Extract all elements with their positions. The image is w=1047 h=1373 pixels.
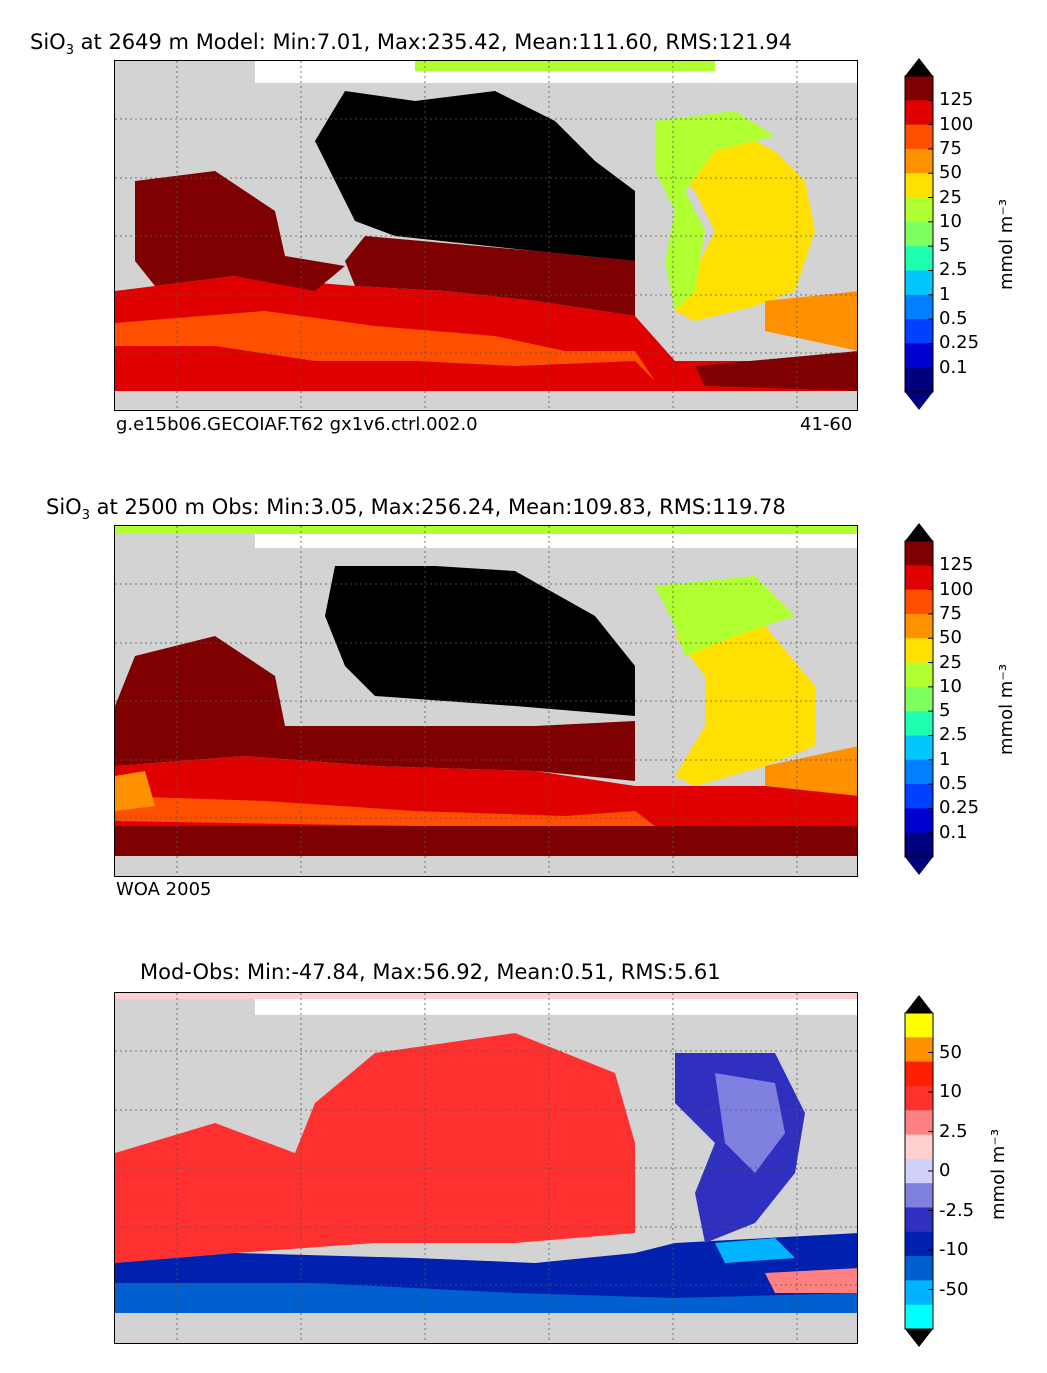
colorbar-segment (905, 1110, 933, 1136)
colorbar-segment (905, 1183, 933, 1208)
colorbar-tick-label: 5 (939, 700, 951, 722)
model-years-label: 41-60 (800, 414, 853, 435)
colorbar-segment (905, 270, 933, 296)
colorbar-tick-label: 0 (939, 1160, 951, 1181)
colorbar-segment (905, 613, 933, 639)
colorbar-tick-label: 5 (939, 235, 951, 257)
colorbar-segment (905, 1013, 933, 1038)
colorbar-tick-label: 1 (939, 283, 951, 305)
colorbar-over-arrow (905, 995, 933, 1013)
colorbar-under-arrow (905, 1329, 933, 1347)
model-run-label: g.e15b06.GECOIAF.T62 gx1v6.ctrl.002.0 (116, 414, 478, 435)
colorbar-segment (905, 784, 933, 809)
diff-units-label: mmol m⁻³ (988, 1128, 1009, 1220)
colorbar-tick-label: 100 (939, 113, 974, 135)
colorbar-tick-label: 1 (939, 748, 951, 770)
colorbar-graphic (904, 995, 934, 1347)
colorbar-segment (905, 662, 933, 688)
colorbar-segment (905, 1231, 933, 1257)
colorbar-segment (905, 367, 933, 393)
colorbar-tick-label: 2.5 (939, 1120, 968, 1142)
colorbar-segment (905, 246, 933, 271)
obs-source-label: WOA 2005 (116, 879, 212, 900)
colorbar-segment (905, 197, 933, 223)
colorbar-under-arrow (905, 392, 933, 410)
colorbar-segment (905, 589, 933, 615)
colorbar-graphic (904, 58, 934, 410)
colorbar-segment (905, 1061, 933, 1087)
colorbar-segment (905, 565, 933, 591)
colorbar-tick-label: -50 (939, 1278, 969, 1300)
obs-title: SiO3 at 2500 m Obs: Min:3.05, Max:256.24… (46, 495, 786, 524)
colorbar-segment (905, 124, 933, 150)
colorbar-segment (905, 76, 933, 101)
colorbar-tick-label: 10 (939, 1081, 962, 1102)
colorbar-segment (905, 173, 933, 199)
model-units-label: mmol m⁻³ (996, 198, 1017, 290)
colorbar-tick-label: 50 (939, 627, 962, 649)
colorbar-tick-label: 25 (939, 186, 962, 208)
colorbar-tick-label: 25 (939, 651, 962, 673)
colorbar-segment (905, 1304, 933, 1330)
colorbar-tick-label: 75 (939, 137, 962, 159)
colorbar-tick-label: 0.25 (939, 332, 980, 354)
obs-colorbar: 0.1 0.25 0.5 1 2.5 5 10 25 50 75 100 125 (904, 523, 979, 875)
colorbar-segment (905, 1085, 933, 1111)
colorbar-under-arrow (905, 857, 933, 875)
colorbar-tick-label: 2.5 (939, 724, 968, 746)
colorbar-over-arrow (905, 58, 933, 76)
colorbar-segment (905, 343, 933, 369)
diff-panel: Mod-Obs: Min:-47.84, Max:56.92, Mean:0.5… (0, 930, 1047, 1370)
model-title: SiO3 at 2649 m Model: Min:7.01, Max:235.… (30, 30, 792, 59)
colorbar-tick-label: 0.5 (939, 773, 968, 795)
colorbar-segment (905, 319, 933, 344)
diff-title: Mod-Obs: Min:-47.84, Max:56.92, Mean:0.5… (140, 960, 721, 984)
colorbar-segment (905, 1037, 933, 1063)
colorbar-tick-label: -10 (939, 1239, 969, 1260)
colorbar-segment (905, 148, 933, 174)
diff-colorbar: -50 -10 -2.5 0 2.5 10 50 (904, 995, 974, 1347)
colorbar-tick-label: 2.5 (939, 259, 968, 281)
colorbar-segment (905, 735, 933, 761)
colorbar-tick-label: 0.25 (939, 797, 980, 819)
obs-panel: SiO3 at 2500 m Obs: Min:3.05, Max:256.24… (0, 465, 1047, 905)
colorbar-segment (905, 1134, 933, 1160)
colorbar-segment (905, 759, 933, 785)
colorbar-over-arrow (905, 523, 933, 541)
colorbar-segment (905, 832, 933, 858)
colorbar-tick-label: 10 (939, 675, 962, 697)
diff-map (114, 992, 858, 1344)
colorbar-segment (905, 638, 933, 664)
obs-map (114, 525, 858, 877)
model-map (114, 60, 858, 411)
colorbar-segment (905, 100, 933, 126)
colorbar-tick-label: 75 (939, 602, 962, 624)
colorbar-segment (905, 294, 933, 320)
colorbar-tick-label: 125 (939, 554, 974, 576)
colorbar-graphic (904, 523, 934, 875)
colorbar-segment (905, 541, 933, 566)
colorbar-segment (905, 808, 933, 834)
colorbar-tick-label: 0.5 (939, 308, 968, 330)
colorbar-segment (905, 711, 933, 736)
colorbar-tick-label: 50 (939, 162, 962, 184)
model-colorbar: 0.1 0.25 0.5 1 2.5 5 10 25 50 75 100 125 (904, 58, 979, 410)
colorbar-segment (905, 1256, 933, 1281)
colorbar-tick-label: 100 (939, 578, 974, 600)
model-panel: SiO3 at 2649 m Model: Min:7.01, Max:235.… (0, 0, 1047, 450)
colorbar-segment (905, 221, 933, 247)
colorbar-tick-label: 125 (939, 89, 974, 111)
colorbar-segment (905, 686, 933, 712)
colorbar-segment (905, 1280, 933, 1306)
colorbar-tick-label: 0.1 (939, 356, 968, 378)
colorbar-tick-label: -2.5 (939, 1199, 975, 1221)
colorbar-tick-label: 0.1 (939, 821, 968, 843)
colorbar-tick-label: 50 (939, 1041, 962, 1063)
colorbar-tick-label: 10 (939, 210, 962, 232)
obs-units-label: mmol m⁻³ (996, 663, 1017, 755)
colorbar-segment (905, 1207, 933, 1233)
